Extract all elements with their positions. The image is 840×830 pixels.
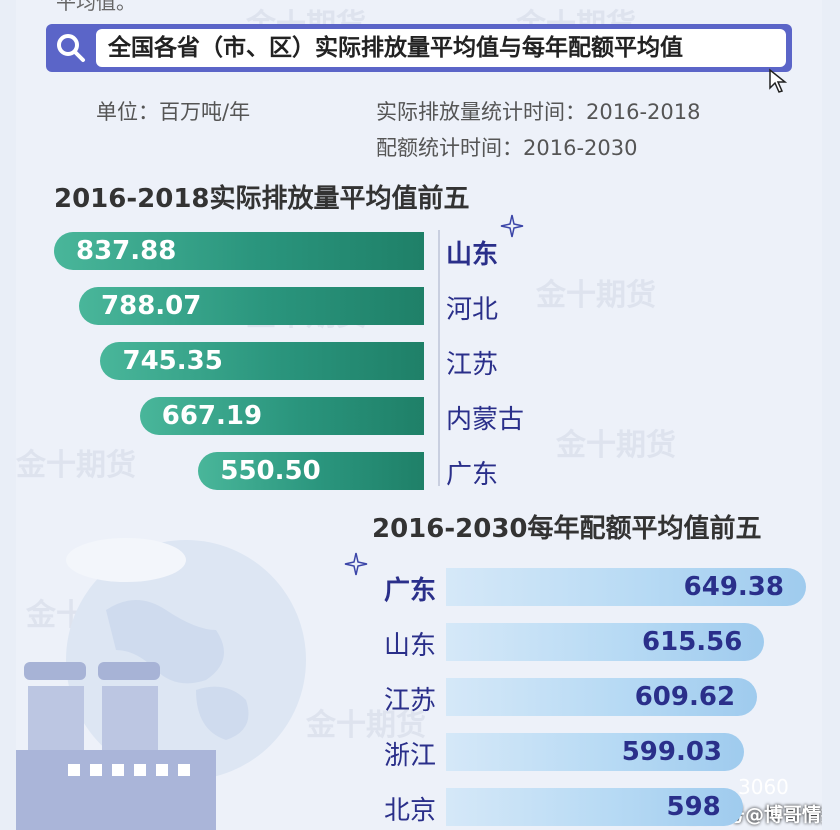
quota-bar: 609.62	[446, 678, 758, 716]
watermark: 金十期货	[306, 708, 426, 743]
chart-divider	[438, 230, 440, 486]
quota-chart-title: 2016-2030每年配额平均值前五	[372, 514, 762, 544]
emission-province-label: 山东	[446, 240, 499, 270]
watermark: 金十期货	[16, 448, 136, 483]
search-bar[interactable]: 全国各省（市、区）实际排放量平均值与每年配额平均值	[46, 24, 792, 72]
infographic-card: 平均值。 金十期货 金十期货 金十期货 金十期货 金十期货 金十期货 金十期货 …	[16, 0, 822, 830]
sparkle-icon	[344, 552, 368, 576]
quota-province-label: 江苏	[383, 686, 436, 716]
top-text-fragment: 平均值。	[56, 0, 136, 14]
wechat-watermark-label: 3060	[738, 775, 789, 799]
sparkle-icon	[500, 214, 524, 238]
emission-bar: 837.88	[54, 232, 424, 270]
emission-bar: 667.19	[139, 397, 424, 435]
quota-bar: 599.03	[446, 733, 745, 771]
quota-province-label: 广东	[383, 576, 436, 606]
quota-bar: 615.56	[446, 623, 765, 661]
quota-province-label: 山东	[383, 631, 436, 661]
search-input[interactable]: 全国各省（市、区）实际排放量平均值与每年配额平均值	[96, 29, 786, 67]
quota-bar: 649.38	[446, 568, 806, 606]
emission-province-label: 江苏	[446, 350, 499, 380]
watermark: 金十期货	[536, 278, 656, 313]
quota-province-label: 浙江	[383, 741, 436, 771]
emission-bar: 550.50	[198, 452, 424, 490]
quota-province-label: 北京	[383, 796, 436, 826]
unit-label: 单位：百万吨/年	[96, 100, 251, 124]
emission-province-label: 广东	[446, 460, 499, 490]
watermark: 金十期货	[556, 428, 676, 463]
search-icon[interactable]	[46, 24, 96, 72]
emission-chart-title: 2016-2018实际排放量平均值前五	[54, 184, 470, 214]
emission-bar: 745.35	[100, 342, 424, 380]
factory-illustration	[16, 662, 216, 830]
quota-period-label: 配额统计时间：2016-2030	[376, 136, 638, 160]
cursor-icon	[769, 68, 788, 93]
emission-province-label: 河北	[446, 295, 499, 325]
emission-period-label: 实际排放量统计时间：2016-2018	[376, 100, 701, 124]
emission-bar: 788.07	[79, 287, 424, 325]
emission-province-label: 内蒙古	[446, 405, 525, 435]
quota-bar: 598	[446, 788, 743, 826]
